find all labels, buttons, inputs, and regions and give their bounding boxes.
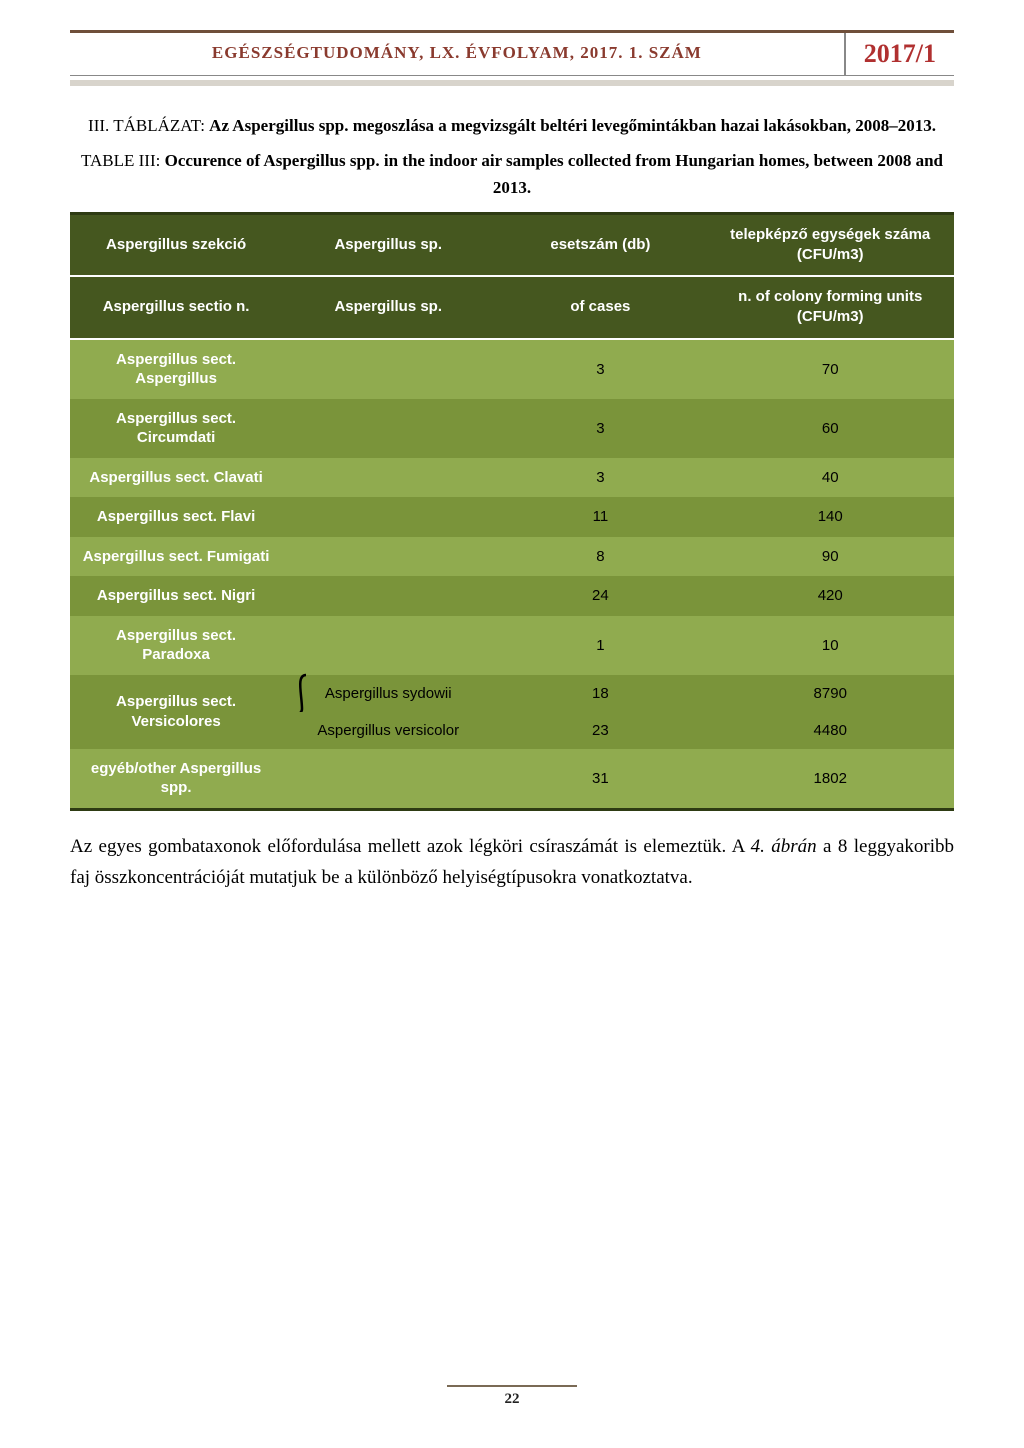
cell-sp [282, 616, 494, 675]
cell-cases: 24 [494, 576, 706, 616]
th-cases-hu: esetszám (db) [494, 215, 706, 277]
cell-section: Aspergillus sect. Circumdati [70, 399, 282, 458]
cell-cfu: 4480 [706, 712, 954, 749]
cell-section: Aspergillus sect. Clavati [70, 458, 282, 498]
cell-section: Aspergillus sect. Nigri [70, 576, 282, 616]
body-ital: 4. ábrán [751, 836, 817, 857]
table-row: Aspergillus sect. Flavi 11140 [70, 497, 954, 537]
th-cases-en: of cases [494, 276, 706, 339]
cell-cfu: 90 [706, 537, 954, 577]
th-sp-hu: Aspergillus sp. [282, 215, 494, 277]
cell-cases: 31 [494, 749, 706, 808]
th-sp-en: Aspergillus sp. [282, 276, 494, 339]
cell-cfu: 60 [706, 399, 954, 458]
cell-sp [282, 537, 494, 577]
cell-cfu: 140 [706, 497, 954, 537]
cell-cases: 8 [494, 537, 706, 577]
journal-title: EGÉSZSÉGTUDOMÁNY, LX. ÉVFOLYAM, 2017. 1.… [70, 33, 844, 75]
body-t1: Az egyes gombataxonok előfordulása melle… [70, 836, 751, 857]
cell-sp-text: Aspergillus sydowii [325, 685, 452, 702]
cell-cfu: 8790 [706, 675, 954, 712]
table-row: Aspergillus sect. Fumigati 890 [70, 537, 954, 577]
page-header: EGÉSZSÉGTUDOMÁNY, LX. ÉVFOLYAM, 2017. 1.… [70, 30, 954, 76]
caption-hu-label: III. TÁBLÁZAT: [88, 116, 209, 135]
table-container: Aspergillus szekció Aspergillus sp. eset… [70, 212, 954, 811]
aspergillus-table: Aspergillus szekció Aspergillus sp. eset… [70, 215, 954, 808]
body-paragraph: Az egyes gombataxonok előfordulása melle… [70, 831, 954, 894]
th-section-hu: Aspergillus szekció [70, 215, 282, 277]
cell-sp [282, 576, 494, 616]
cell-section: egyéb/other Aspergillus spp. [70, 749, 282, 808]
cell-sp [282, 399, 494, 458]
cell-sp [282, 749, 494, 808]
cell-cfu: 10 [706, 616, 954, 675]
cell-sp: Aspergillus versicolor [282, 712, 494, 749]
cell-sp [282, 339, 494, 399]
cell-section: Aspergillus sect. Versicolores [70, 675, 282, 749]
table-row: Aspergillus sect. Clavati 340 [70, 458, 954, 498]
table-row: Aspergillus sect. Paradoxa 110 [70, 616, 954, 675]
cell-section: Aspergillus sect. Flavi [70, 497, 282, 537]
th-cfu-en: n. of colony forming units (CFU/m3) [706, 276, 954, 339]
table-row-other: egyéb/other Aspergillus spp. 31 1802 [70, 749, 954, 808]
cell-cfu: 1802 [706, 749, 954, 808]
footer-rule [447, 1385, 577, 1387]
cell-cases: 3 [494, 458, 706, 498]
caption-en-label: TABLE III: [81, 151, 165, 170]
table-row: Aspergillus sect. Circumdati 360 [70, 399, 954, 458]
page-footer: 22 [0, 1385, 1024, 1408]
cell-section: Aspergillus sect. Fumigati [70, 537, 282, 577]
cell-sp [282, 497, 494, 537]
cell-sp [282, 458, 494, 498]
table-row: Aspergillus sect. Nigri 24420 [70, 576, 954, 616]
table-caption-en: TABLE III: Occurence of Aspergillus spp.… [80, 147, 944, 201]
cell-cases: 11 [494, 497, 706, 537]
cell-cases: 3 [494, 399, 706, 458]
cell-cases: 3 [494, 339, 706, 399]
th-section-en: Aspergillus sectio n. [70, 276, 282, 339]
issue-badge: 2017/1 [844, 33, 954, 75]
cell-cases: 18 [494, 675, 706, 712]
cell-cfu: 420 [706, 576, 954, 616]
header-underline [70, 80, 954, 86]
cell-cfu: 40 [706, 458, 954, 498]
table-header-en: Aspergillus sectio n. Aspergillus sp. of… [70, 276, 954, 339]
cell-cfu: 70 [706, 339, 954, 399]
table-caption-hu: III. TÁBLÁZAT: Az Aspergillus spp. megos… [80, 112, 944, 139]
table-header-hu: Aspergillus szekció Aspergillus sp. eset… [70, 215, 954, 277]
table-row: Aspergillus sect. Aspergillus 370 [70, 339, 954, 399]
cell-sp: Aspergillus sydowii [282, 675, 494, 712]
th-cfu-hu: telepképző egységek száma (CFU/m3) [706, 215, 954, 277]
cell-section: Aspergillus sect. Aspergillus [70, 339, 282, 399]
table-row-versicolores-1: Aspergillus sect. Versicolores Aspergill… [70, 675, 954, 712]
cell-cases: 23 [494, 712, 706, 749]
page-number: 22 [0, 1391, 1024, 1408]
caption-hu-text: Az Aspergillus spp. megoszlása a megvizs… [209, 116, 936, 135]
cell-section: Aspergillus sect. Paradoxa [70, 616, 282, 675]
cell-cases: 1 [494, 616, 706, 675]
caption-en-text: Occurence of Aspergillus spp. in the ind… [165, 151, 943, 197]
